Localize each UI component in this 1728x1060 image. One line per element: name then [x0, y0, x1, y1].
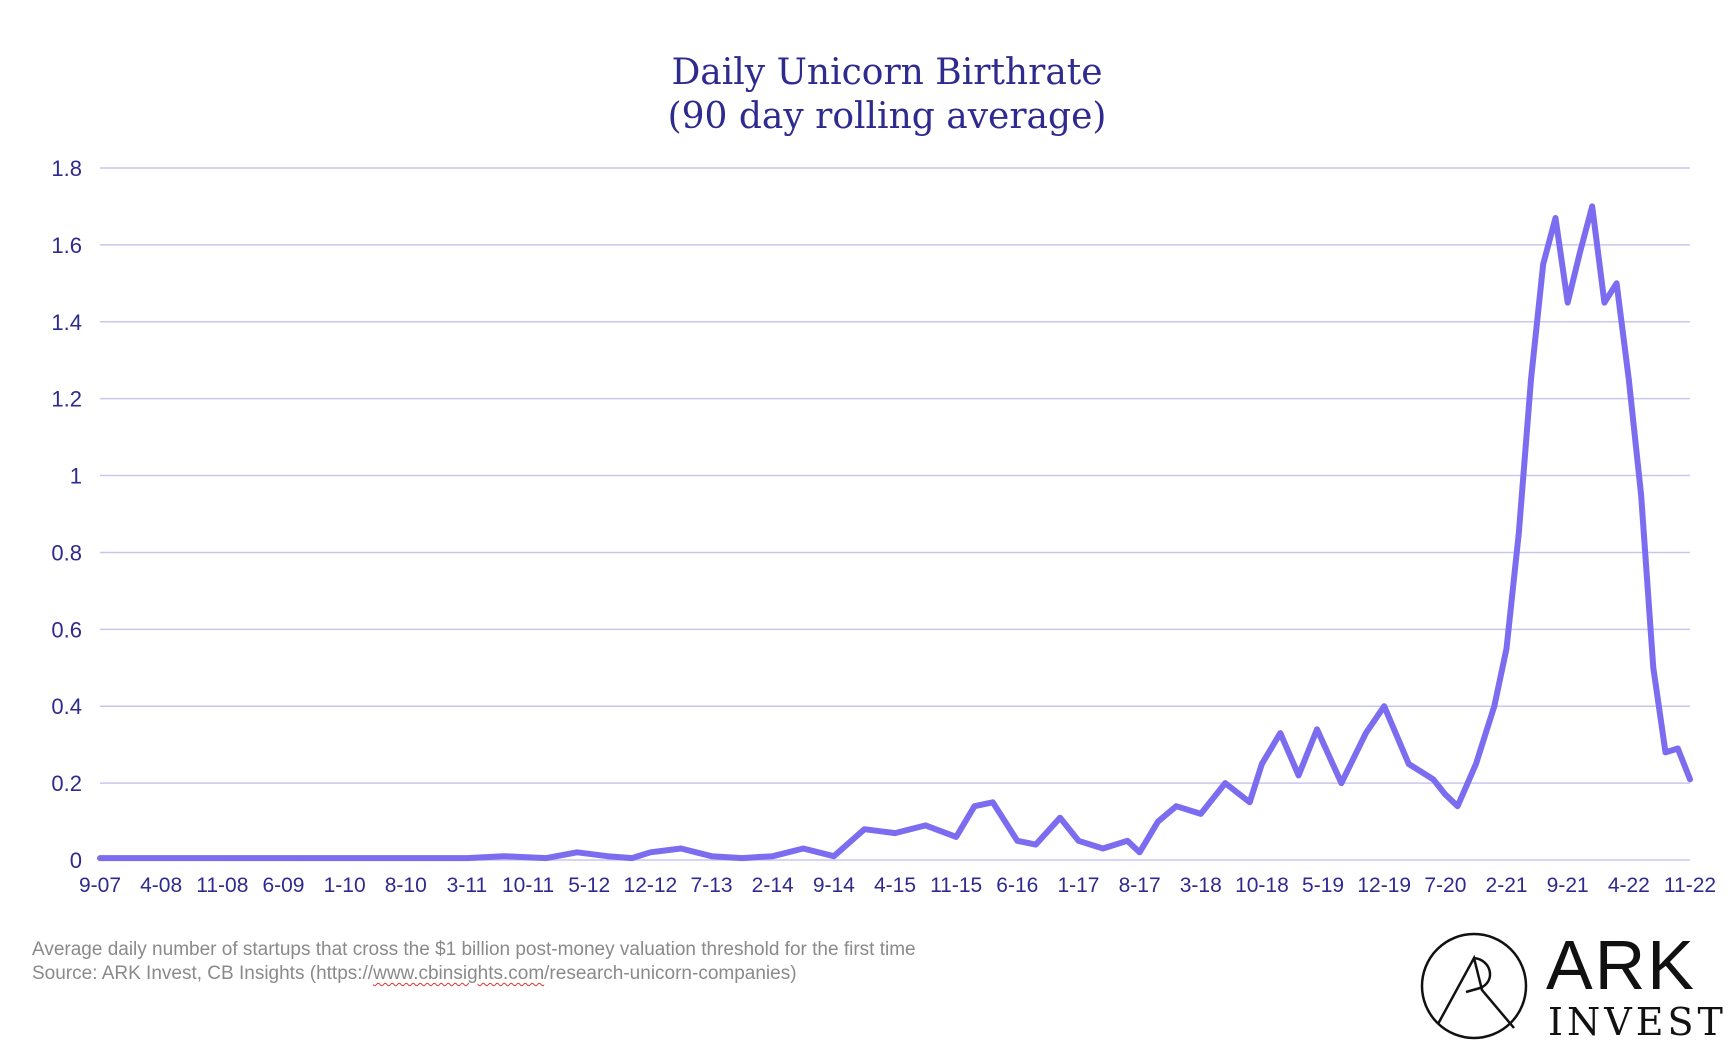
x-tick-label: 9-14: [813, 874, 855, 897]
y-tick-label: 1.8: [51, 156, 82, 181]
chart-subtitle: (90 day rolling average): [668, 96, 1107, 137]
x-tick-label: 3-18: [1180, 874, 1222, 897]
x-tick-label: 12-19: [1357, 874, 1411, 897]
x-tick-label: 8-17: [1119, 874, 1161, 897]
y-tick-label: 1: [70, 464, 82, 489]
y-tick-label: 0: [70, 848, 82, 873]
x-tick-label: 8-10: [385, 874, 427, 897]
source-link[interactable]: www.cbinsights.com: [373, 963, 545, 984]
x-tick-label: 6-16: [996, 874, 1038, 897]
y-tick-label: 0.2: [51, 771, 82, 796]
x-tick-label: 4-08: [140, 874, 182, 897]
ark-invest-logo: ARK INVEST: [1418, 926, 1723, 1048]
y-tick-label: 0.6: [51, 617, 82, 642]
logo-subtitle: INVEST: [1548, 1000, 1727, 1044]
x-tick-label: 7-13: [691, 874, 733, 897]
grid-lines: [100, 167, 1690, 861]
y-tick-label: 0.4: [51, 694, 82, 719]
source-prefix: Source: ARK Invest, CB Insights (https:/…: [32, 963, 374, 984]
x-tick-label: 5-12: [568, 874, 610, 897]
x-tick-label: 2-14: [752, 874, 794, 897]
chart: Daily Unicorn Birthrate (90 day rolling …: [51, 52, 1716, 897]
x-tick-label: 10-11: [502, 874, 554, 897]
x-tick-label: 2-21: [1486, 874, 1528, 897]
x-axis-ticks: 9-07 4-08 11-08 6-09 1-10 8-10 3-11 10-11 5-12 12…: [79, 874, 1716, 897]
x-tick-label: 9-21: [1547, 874, 1589, 897]
source-suffix: /research-unicorn-companies): [544, 963, 797, 984]
x-tick-label: 11-08: [196, 874, 248, 897]
y-tick-label: 1.2: [51, 387, 82, 412]
y-axis-ticks: 0 0.2 0.4 0.6 0.8 1 1.2 1.4 1.6 1.8: [51, 156, 82, 873]
x-tick-label: 7-20: [1424, 874, 1466, 897]
x-tick-label: 12-12: [624, 874, 678, 897]
chart-source: Source: ARK Invest, CB Insights (https:/…: [32, 963, 797, 985]
x-tick-label: 1-17: [1057, 874, 1099, 897]
x-tick-label: 6-09: [262, 874, 304, 897]
chart-note: Average daily number of startups that cr…: [32, 939, 916, 960]
y-tick-label: 1.4: [51, 310, 82, 335]
x-tick-label: 11-22: [1664, 874, 1716, 897]
x-tick-label: 1-10: [324, 874, 366, 897]
y-tick-label: 1.6: [51, 233, 82, 258]
x-tick-label: 9-07: [79, 874, 121, 897]
y-tick-label: 0.8: [51, 540, 82, 565]
x-tick-label: 5-19: [1302, 874, 1344, 897]
x-tick-label: 11-15: [930, 874, 982, 897]
x-tick-label: 4-15: [874, 874, 916, 897]
series-line-unicorn-birthrate: [97, 203, 1693, 862]
x-tick-label: 10-18: [1235, 874, 1289, 897]
logo-wordmark: ARK: [1546, 926, 1696, 1004]
x-tick-label: 3-11: [447, 874, 487, 897]
x-tick-label: 4-22: [1608, 874, 1650, 897]
ark-logo-mark-icon: [1420, 932, 1528, 1040]
chart-title: Daily Unicorn Birthrate: [671, 52, 1102, 93]
